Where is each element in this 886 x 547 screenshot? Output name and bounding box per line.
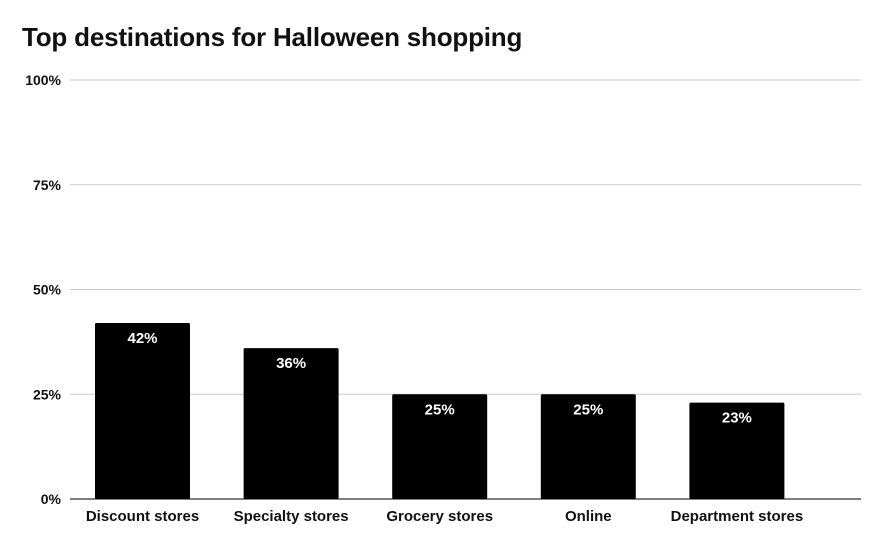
bar (95, 323, 190, 499)
y-tick-label: 0% (41, 491, 62, 507)
y-tick-label: 100% (25, 72, 61, 88)
y-tick-label: 25% (33, 386, 62, 402)
bar-value-labels: 42% 36% 25% 25% 23% (127, 330, 751, 427)
bar-value-label: 36% (276, 355, 306, 372)
x-tick-label: Discount stores (86, 508, 199, 525)
bar (243, 348, 339, 499)
y-tick-label: 50% (33, 282, 62, 298)
x-tick-label: Grocery stores (386, 508, 493, 525)
y-axis-ticks: 0% 25% 50% 75% 100% (25, 72, 61, 507)
bar (540, 394, 636, 499)
x-tick-label: Specialty stores (234, 508, 349, 525)
bar (392, 394, 488, 499)
bar-value-label: 25% (573, 401, 603, 418)
bar-value-label: 23% (722, 410, 752, 427)
bar-value-label: 25% (425, 401, 455, 418)
y-tick-label: 75% (33, 177, 62, 193)
bar-value-label: 42% (127, 330, 157, 347)
x-axis-ticks: Discount stores Specialty stores Grocery s… (86, 508, 803, 525)
x-tick-label: Online (565, 508, 612, 525)
bar (689, 402, 785, 499)
x-tick-label: Department stores (671, 508, 804, 525)
bars (95, 323, 785, 499)
chart-title: Top destinations for Halloween shopping (22, 22, 523, 52)
